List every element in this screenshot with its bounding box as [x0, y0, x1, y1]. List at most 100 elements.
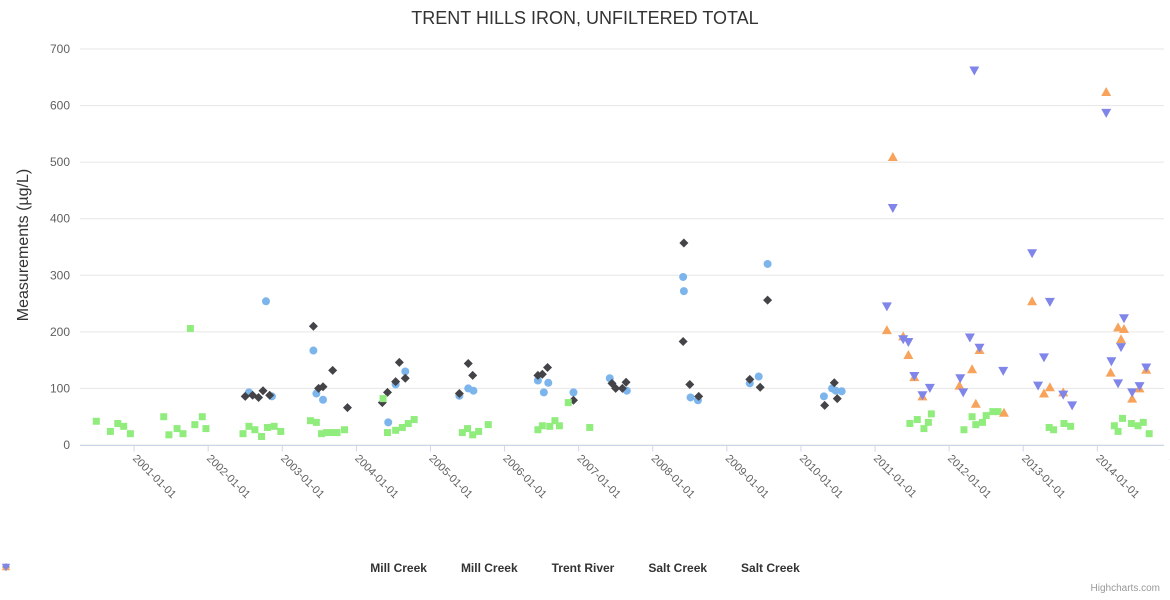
data-point[interactable] — [277, 427, 285, 435]
data-point[interactable] — [1113, 322, 1124, 332]
data-point[interactable] — [970, 398, 981, 408]
data-point[interactable] — [679, 287, 688, 296]
data-point[interactable] — [1027, 296, 1038, 306]
data-point[interactable] — [191, 421, 199, 429]
data-point[interactable] — [1113, 379, 1124, 389]
data-point[interactable] — [745, 374, 755, 384]
data-point[interactable] — [679, 272, 688, 281]
data-point[interactable] — [327, 429, 335, 437]
data-point[interactable] — [1110, 422, 1118, 430]
data-point[interactable] — [1045, 423, 1053, 431]
data-point[interactable] — [831, 386, 840, 395]
data-point[interactable] — [1105, 367, 1116, 377]
data-point[interactable] — [114, 420, 122, 428]
data-point[interactable] — [342, 403, 352, 413]
data-point[interactable] — [1127, 420, 1135, 428]
data-point[interactable] — [969, 66, 980, 76]
data-point[interactable] — [458, 429, 466, 437]
data-point[interactable] — [92, 417, 100, 425]
data-point[interactable] — [829, 378, 839, 388]
data-point[interactable] — [318, 430, 326, 438]
data-point[interactable] — [543, 362, 553, 372]
data-point[interactable] — [186, 324, 194, 332]
data-point[interactable] — [1033, 381, 1044, 391]
data-point[interactable] — [1067, 401, 1078, 411]
data-point[interactable] — [179, 430, 187, 438]
data-point[interactable] — [994, 408, 1002, 416]
data-point[interactable] — [333, 429, 341, 437]
data-point[interactable] — [392, 426, 400, 434]
data-point[interactable] — [468, 370, 478, 380]
legend-item-trent-river-2[interactable]: Trent River — [3, 561, 614, 575]
data-point[interactable] — [982, 412, 990, 420]
data-point[interactable] — [1027, 249, 1038, 259]
data-point[interactable] — [1118, 324, 1129, 334]
data-point[interactable] — [551, 417, 559, 425]
data-point[interactable] — [903, 338, 914, 348]
data-point[interactable] — [270, 422, 278, 430]
data-point[interactable] — [755, 382, 765, 392]
data-point[interactable] — [989, 408, 997, 416]
data-point[interactable] — [198, 413, 206, 421]
data-point[interactable] — [533, 376, 542, 385]
data-point[interactable] — [1134, 422, 1142, 430]
data-point[interactable] — [819, 392, 828, 401]
data-point[interactable] — [126, 430, 134, 438]
data-point[interactable] — [539, 388, 548, 397]
data-point[interactable] — [469, 431, 477, 439]
data-point[interactable] — [881, 325, 892, 335]
data-point[interactable] — [319, 395, 328, 404]
data-point[interactable] — [1139, 418, 1147, 426]
data-point[interactable] — [546, 422, 554, 430]
data-point[interactable] — [379, 395, 387, 403]
data-point[interactable] — [887, 152, 898, 162]
data-point[interactable] — [160, 413, 168, 421]
data-point[interactable] — [1058, 390, 1069, 400]
data-point[interactable] — [251, 426, 259, 434]
data-point[interactable] — [694, 391, 704, 401]
data-point[interactable] — [820, 400, 830, 410]
data-point[interactable] — [120, 422, 128, 430]
data-point[interactable] — [685, 379, 695, 389]
data-point[interactable] — [1106, 357, 1117, 367]
data-point[interactable] — [1044, 297, 1055, 307]
data-point[interactable] — [998, 366, 1009, 376]
data-point[interactable] — [1060, 420, 1068, 428]
data-point[interactable] — [382, 387, 392, 397]
data-point[interactable] — [484, 421, 492, 429]
data-point[interactable] — [754, 372, 763, 381]
data-point[interactable] — [927, 410, 935, 418]
data-point[interactable] — [202, 425, 210, 433]
data-point[interactable] — [400, 373, 410, 383]
data-point[interactable] — [679, 238, 689, 248]
data-point[interactable] — [258, 386, 268, 396]
data-point[interactable] — [454, 389, 464, 399]
data-point[interactable] — [913, 416, 921, 424]
data-point[interactable] — [1038, 353, 1049, 363]
data-point[interactable] — [906, 420, 914, 428]
data-point[interactable] — [917, 391, 928, 401]
data-point[interactable] — [1145, 430, 1153, 438]
data-point[interactable] — [763, 259, 772, 268]
data-point[interactable] — [401, 367, 410, 376]
data-point[interactable] — [607, 378, 617, 388]
data-point[interactable] — [1127, 393, 1138, 403]
data-point[interactable] — [678, 336, 688, 346]
data-point[interactable] — [998, 407, 1009, 417]
data-point[interactable] — [463, 359, 473, 369]
data-point[interactable] — [1067, 422, 1075, 430]
data-point[interactable] — [464, 425, 472, 433]
data-point[interactable] — [621, 377, 631, 387]
data-point[interactable] — [173, 425, 181, 433]
data-point[interactable] — [534, 426, 542, 434]
data-point[interactable] — [1038, 388, 1049, 398]
data-point[interactable] — [306, 417, 314, 425]
data-point[interactable] — [1101, 86, 1112, 96]
data-point[interactable] — [837, 387, 846, 396]
legend-item-salt-creek-4[interactable]: Salt Creek — [1, 561, 800, 575]
data-point[interactable] — [1119, 414, 1127, 422]
data-point[interactable] — [254, 392, 264, 402]
data-point[interactable] — [240, 391, 250, 401]
data-point[interactable] — [1116, 334, 1127, 344]
data-point[interactable] — [1134, 382, 1145, 392]
